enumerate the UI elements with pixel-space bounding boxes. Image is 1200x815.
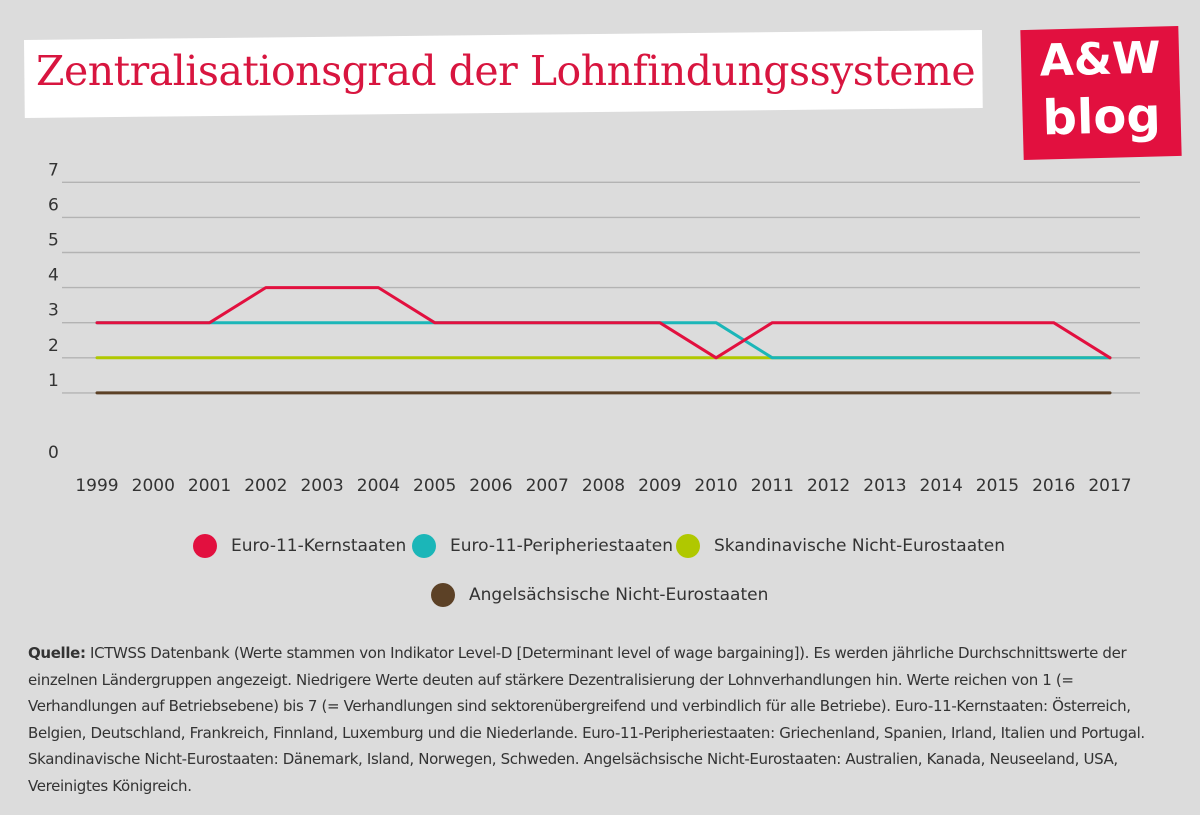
x-tick-label-2012: 2012	[807, 476, 850, 496]
x-tick-label-2014: 2014	[920, 476, 963, 496]
x-tick-label-2016: 2016	[1032, 476, 1075, 496]
line-chart: 0 1 2 3 4 5 6 7 1999 2000 2001 2002 2003 2004 2005 2006…	[48, 160, 1140, 496]
x-tick-label-2002: 2002	[244, 476, 287, 496]
x-tick-label-2000: 2000	[132, 476, 175, 496]
x-tick-label-2003: 2003	[300, 476, 343, 496]
x-tick-label-2011: 2011	[751, 476, 794, 496]
y-tick-label-1: 1	[48, 371, 59, 391]
legend-swatch-euro11-peripherie	[412, 534, 436, 558]
y-tick-label-7: 7	[48, 160, 59, 180]
series-line-euro-11-peripheriestaaten	[95, 321, 1112, 360]
source-text: ICTWSS Datenbank (Werte stammen von Indi…	[28, 644, 1145, 795]
x-tick-label-2005: 2005	[413, 476, 456, 496]
x-tick-label-2013: 2013	[863, 476, 906, 496]
source-note: Quelle: ICTWSS Datenbank (Werte stammen …	[28, 640, 1168, 799]
y-tick-label-6: 6	[48, 195, 59, 215]
legend-swatch-euro11-kern	[193, 534, 217, 558]
legend-label-euro11-kern: Euro-11-Kernstaaten	[231, 536, 407, 556]
series-line-euro-11-kernstaaten	[95, 286, 1112, 360]
y-tick-label-4: 4	[48, 266, 59, 286]
source-label: Quelle:	[28, 644, 86, 662]
legend-item-angelsaechsisch[interactable]: Angelsächsische Nicht-Eurostaaten	[431, 583, 768, 607]
x-tick-label-2009: 2009	[638, 476, 681, 496]
legend-label-euro11-peripherie: Euro-11-Peripheriestaaten	[450, 536, 674, 556]
y-tick-label-0: 0	[48, 443, 59, 463]
y-tick-label-5: 5	[48, 231, 59, 251]
x-tick-label-2006: 2006	[469, 476, 512, 496]
x-tick-label-2008: 2008	[582, 476, 625, 496]
legend-label-angelsaechsisch: Angelsächsische Nicht-Eurostaaten	[469, 585, 769, 605]
x-tick-label-1999: 1999	[75, 476, 118, 496]
legend-item-euro11-peripherie[interactable]: Euro-11-Peripheriestaaten	[412, 534, 673, 558]
y-tick-label-3: 3	[48, 301, 59, 321]
legend-label-skandinavisch: Skandinavische Nicht-Eurostaaten	[714, 536, 1006, 556]
legend-swatch-angelsaechsisch	[431, 583, 455, 607]
chart-title: Zentralisationsgrad der Lohnfindungssyst…	[36, 47, 976, 95]
x-tick-label-2007: 2007	[526, 476, 569, 496]
y-tick-label-2: 2	[48, 336, 59, 356]
x-tick-label-2017: 2017	[1088, 476, 1131, 496]
legend-item-euro11-kern[interactable]: Euro-11-Kernstaaten	[193, 534, 406, 558]
legend-item-skandinavisch[interactable]: Skandinavische Nicht-Eurostaaten	[676, 534, 1005, 558]
legend-swatch-skandinavisch	[676, 534, 700, 558]
x-tick-label-2001: 2001	[188, 476, 231, 496]
x-tick-label-2010: 2010	[694, 476, 737, 496]
x-tick-label-2004: 2004	[357, 476, 400, 496]
x-tick-label-2015: 2015	[976, 476, 1019, 496]
